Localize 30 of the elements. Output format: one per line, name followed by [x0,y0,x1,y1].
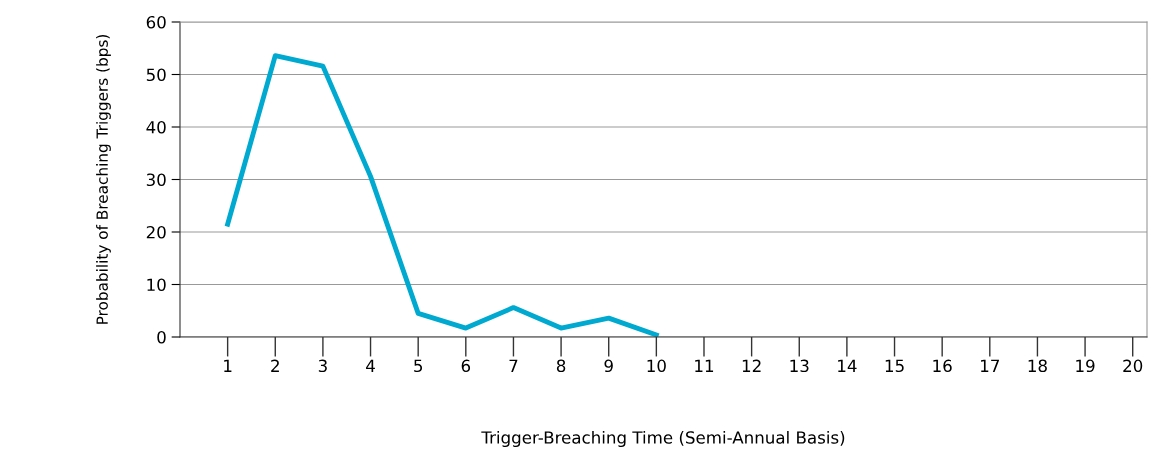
x-tick-label: 18 [1028,359,1047,373]
x-axis-title: Trigger-Breaching Time (Semi-Annual Basis) [481,430,845,448]
x-tick-label: 8 [556,359,566,373]
y-tick-label: 10 [147,278,166,292]
x-tick-label: 9 [604,359,613,373]
y-tick-label: 50 [146,68,166,82]
x-tick-label: 7 [509,359,518,372]
x-tick-label: 13 [790,359,809,373]
y-tick-label: 20 [146,225,166,239]
line-series [225,53,659,337]
x-tick-label: 15 [885,359,904,373]
y-axis-title: Probability of Breaching Triggers (bps) [96,34,111,324]
y-tick-label: 60 [146,15,166,29]
x-tick-label: 10 [647,359,666,373]
x-tick-label: 16 [933,359,952,373]
y-tick-label: 0 [157,330,166,344]
x-tick-label: 19 [1076,359,1095,373]
x-tick-label: 11 [695,359,714,372]
x-tick-label: 2 [271,359,279,372]
y-tick-label: 30 [146,173,166,187]
x-tick-label: 14 [838,359,857,372]
x-tick-label: 5 [414,359,423,373]
x-tick-label: 12 [742,359,761,372]
x-tick-label: 6 [461,359,471,373]
x-tick-label: 20 [1123,359,1143,373]
x-tick-label: 17 [981,359,999,372]
x-tick-label: 3 [318,359,327,373]
y-tick-label: 40 [146,120,166,134]
x-tick-label: 1 [224,359,232,372]
x-tick-label: 4 [366,359,375,372]
